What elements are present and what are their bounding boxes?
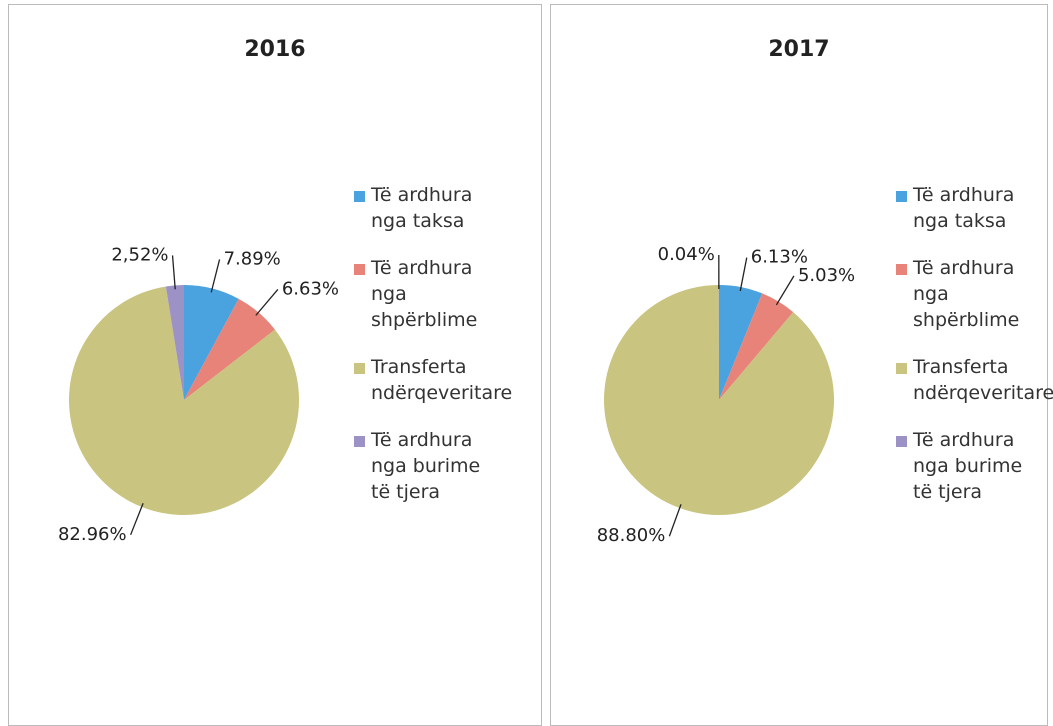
data-label: 82.96% <box>58 524 127 545</box>
legend-item: Transferta ndërqeveritare <box>354 355 504 406</box>
leader-line <box>256 289 278 315</box>
leader-line <box>776 276 794 305</box>
legend-item: Të ardhura nga taksa <box>896 183 1046 234</box>
legend-swatch <box>354 191 365 202</box>
legend-item: Të ardhura nga burime të tjera <box>354 428 504 505</box>
leader-line <box>131 503 144 535</box>
legend-swatch <box>354 436 365 447</box>
legend-swatch <box>354 264 365 275</box>
legend-label: Të ardhura nga burime të tjera <box>913 428 1046 505</box>
legend-label: Të ardhura nga shpërblime <box>913 256 1046 333</box>
data-label: 6.63% <box>282 278 339 299</box>
data-label: 0.04% <box>658 244 715 265</box>
legend-swatch <box>896 436 907 447</box>
legend-swatch <box>896 363 907 374</box>
legend-swatch <box>354 363 365 374</box>
data-label: 2,52% <box>111 244 168 265</box>
legend-label: Transferta ndërqeveritare <box>913 355 1053 406</box>
chart-panel: 7.89%6.63% 82.96% 2,52% Të ardhura nga taks… <box>8 4 542 726</box>
legend-label: Transferta ndërqeveritare <box>371 355 512 406</box>
legend-item: Të ardhura nga burime të tjera <box>896 428 1046 505</box>
chart-title: 2016 <box>9 37 541 62</box>
legend-label: Të ardhura nga taksa <box>913 183 1046 234</box>
legend-label: Të ardhura nga taksa <box>371 183 504 234</box>
legend-item: Të ardhura nga shpërblime <box>354 256 504 333</box>
legend-swatch <box>896 264 907 275</box>
legend-item: Të ardhura nga shpërblime <box>896 256 1046 333</box>
chart-panel: 6.13%5.03%88.80%0.04%Të ardhura nga taks… <box>550 4 1048 726</box>
legend-item: Transferta ndërqeveritare <box>896 355 1046 406</box>
legend-label: Të ardhura nga shpërblime <box>371 256 504 333</box>
data-label: 7.89% <box>224 248 281 269</box>
leader-line <box>211 259 219 292</box>
leader-line <box>740 258 747 291</box>
legend: Të ardhura nga taksa Të ardhura nga shpër… <box>896 183 1046 505</box>
legend-label: Të ardhura nga burime të tjera <box>371 428 504 505</box>
legend-item: Të ardhura nga taksa <box>354 183 504 234</box>
legend: Të ardhura nga taksa Të ardhura nga shpër… <box>354 183 504 505</box>
data-label: 5.03% <box>798 265 855 286</box>
data-label: 88.80% <box>597 525 666 546</box>
legend-swatch <box>896 191 907 202</box>
chart-title: 2017 <box>551 37 1047 62</box>
leader-line <box>669 504 681 536</box>
leader-line <box>173 255 176 289</box>
